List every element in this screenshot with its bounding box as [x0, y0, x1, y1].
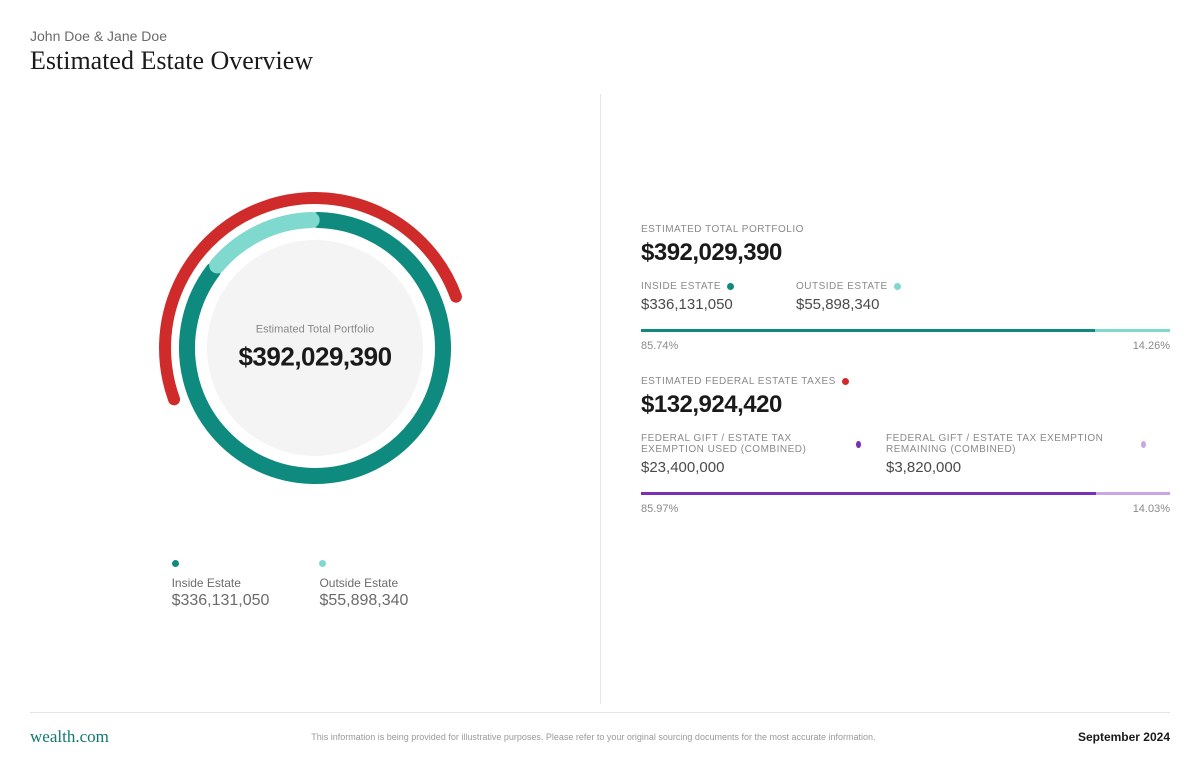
donut-legend: Inside Estate $336,131,050 Outside Estate $…: [172, 558, 409, 610]
page-footer: wealth.com This information is being pro…: [30, 712, 1170, 747]
estate-split-bar: 85.74% 14.26%: [641, 329, 1170, 352]
federal-taxes-dot-icon: [842, 378, 849, 385]
legend-dot-icon: [172, 560, 179, 567]
inside-estate-label: INSIDE ESTATE: [641, 281, 796, 292]
exemption-remaining-dot-icon: [1141, 441, 1146, 448]
legend-amount: $336,131,050: [172, 592, 270, 610]
legend-item: Inside Estate $336,131,050: [172, 558, 270, 610]
page-title: Estimated Estate Overview: [30, 46, 1170, 76]
federal-taxes-value: $132,924,420: [641, 391, 1170, 419]
bar-segment: [641, 329, 1095, 332]
exemption-bar: 85.97% 14.03%: [641, 492, 1170, 515]
client-names: John Doe & Jane Doe: [30, 28, 1170, 44]
estate-bar-right-pct: 14.26%: [1133, 340, 1170, 352]
donut-chart: Estimated Total Portfolio $392,029,390: [135, 168, 495, 528]
outside-estate-value: $55,898,340: [796, 296, 901, 313]
brand-logo: wealth.com: [30, 727, 109, 747]
total-portfolio-value: $392,029,390: [641, 239, 1170, 267]
legend-item: Outside Estate $55,898,340: [319, 558, 408, 610]
exemption-used-value: $23,400,000: [641, 459, 886, 476]
donut-center-value: $392,029,390: [238, 342, 391, 373]
bar-segment: [1095, 329, 1170, 332]
exemption-remaining-label: FEDERAL GIFT / ESTATE TAX EXEMPTION REMA…: [886, 433, 1146, 455]
footer-disclaimer: This information is being provided for i…: [109, 732, 1078, 742]
bar-segment: [1096, 492, 1170, 495]
outside-estate-dot-icon: [894, 283, 901, 290]
summary-panel: ESTIMATED TOTAL PORTFOLIO $392,029,390 I…: [601, 94, 1170, 704]
exemption-remaining-value: $3,820,000: [886, 459, 1146, 476]
donut-chart-panel: Estimated Total Portfolio $392,029,390 I…: [30, 94, 600, 704]
exemption-used-dot-icon: [856, 441, 861, 448]
legend-name: Inside Estate: [172, 576, 270, 590]
inside-estate-dot-icon: [727, 283, 734, 290]
footer-date: September 2024: [1078, 730, 1170, 744]
federal-taxes-label: ESTIMATED FEDERAL ESTATE TAXES: [641, 376, 1170, 387]
legend-dot-icon: [319, 560, 326, 567]
legend-amount: $55,898,340: [319, 592, 408, 610]
estate-bar-left-pct: 85.74%: [641, 340, 678, 352]
exemption-bar-right-pct: 14.03%: [1133, 503, 1170, 515]
legend-name: Outside Estate: [319, 576, 408, 590]
outside-estate-label: OUTSIDE ESTATE: [796, 281, 901, 292]
exemption-used-label: FEDERAL GIFT / ESTATE TAX EXEMPTION USED…: [641, 433, 861, 455]
bar-segment: [641, 492, 1096, 495]
inside-estate-value: $336,131,050: [641, 296, 796, 313]
donut-center-label: Estimated Total Portfolio: [238, 324, 391, 336]
total-portfolio-label: ESTIMATED TOTAL PORTFOLIO: [641, 224, 1170, 235]
exemption-bar-left-pct: 85.97%: [641, 503, 678, 515]
